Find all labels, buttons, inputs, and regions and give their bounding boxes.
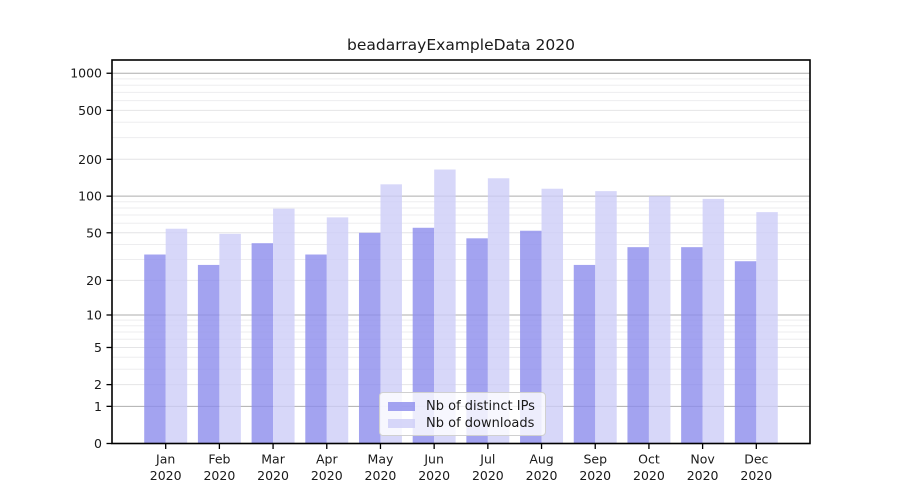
y-tick-label-200: 200 [78,152,102,167]
y-tick-label-0: 0 [94,436,102,451]
x-tick-label-aug: Aug 2020 [526,452,558,484]
x-tick-label-may: May 2020 [365,452,397,484]
bar-downloads-mar [273,208,295,444]
x-tick-label-sep: Sep 2020 [579,452,611,484]
x-tick-label-oct: Oct 2020 [633,452,665,484]
axes-frame [111,59,811,445]
bar-distinct-ips-aug [520,230,542,444]
bar-downloads-aug [541,188,564,444]
legend: Nb of distinct IPs Nb of downloads [379,392,546,436]
legend-label-distinct-ips: Nb of distinct IPs [426,399,535,414]
bar-distinct-ips-sep [573,264,596,444]
legend-swatch-distinct-ips [388,401,415,412]
x-tick-label-jan: Jan 2020 [150,452,182,484]
bar-distinct-ips-apr [305,254,327,444]
bar-downloads-jan [165,228,188,444]
y-tick-label-500: 500 [78,103,102,118]
bar-downloads-may [380,184,402,444]
legend-label-downloads: Nb of downloads [426,416,535,431]
x-tick-label-mar: Mar 2020 [257,452,289,484]
legend-swatch-downloads [388,418,415,429]
legend-item-distinct-ips: Nb of distinct IPs [388,398,537,415]
bar-distinct-ips-oct [627,247,649,444]
x-tick-label-jun: Jun 2020 [418,452,450,484]
y-tick-label-10: 10 [86,307,102,322]
bar-downloads-oct [648,196,671,444]
y-tick-label-1: 1 [94,399,102,414]
bar-downloads-dec [756,212,778,444]
bar-distinct-ips-may [358,232,381,444]
bar-distinct-ips-feb [197,264,220,444]
bar-downloads-feb [219,233,241,444]
x-tick-label-jul: Jul 2020 [472,452,504,484]
legend-item-downloads: Nb of downloads [388,415,537,432]
bar-downloads-jun [434,169,456,444]
bar-distinct-ips-jan [144,254,166,444]
y-tick-label-20: 20 [86,273,102,288]
bar-distinct-ips-dec [734,261,757,444]
x-tick-label-nov: Nov 2020 [687,452,719,484]
y-tick-label-2: 2 [94,377,102,392]
x-tick-label-feb: Feb 2020 [203,452,235,484]
y-tick-label-1000: 1000 [70,66,102,81]
x-tick-label-apr: Apr 2020 [311,452,343,484]
bar-downloads-sep [595,191,617,444]
bar-downloads-nov [702,198,725,444]
y-tick-label-5: 5 [94,340,102,355]
bar-downloads-apr [326,217,349,444]
y-tick-label-100: 100 [78,189,102,204]
bar-distinct-ips-nov [681,247,703,444]
bar-downloads-jul [487,178,510,444]
x-tick-label-dec: Dec 2020 [740,452,772,484]
chart-title: beadarrayExampleData 2020 [347,36,575,54]
bar-distinct-ips-mar [251,243,274,444]
bar-distinct-ips-jun [412,227,435,444]
y-tick-label-50: 50 [86,225,102,240]
